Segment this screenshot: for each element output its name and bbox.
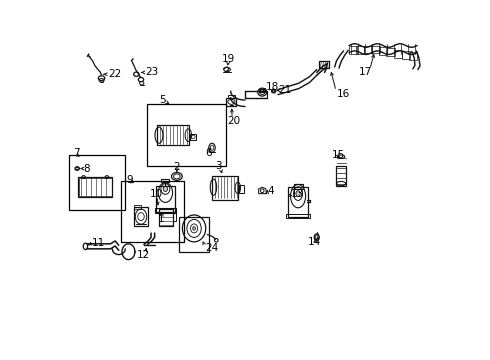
Text: 11: 11: [92, 238, 105, 248]
Text: 23: 23: [146, 67, 159, 77]
Text: 5: 5: [159, 95, 166, 105]
Text: 21: 21: [278, 85, 292, 95]
Text: 10: 10: [149, 189, 163, 199]
Ellipse shape: [163, 186, 168, 192]
Bar: [387, 48, 395, 56]
Text: 16: 16: [337, 89, 350, 99]
Text: 22: 22: [108, 69, 121, 79]
Bar: [379, 47, 387, 55]
Bar: [122, 181, 184, 242]
Bar: [318, 61, 329, 68]
Bar: [409, 52, 417, 60]
Text: 2: 2: [173, 162, 180, 172]
Bar: [159, 209, 173, 226]
Text: 8: 8: [83, 163, 90, 174]
Text: 9: 9: [126, 175, 133, 185]
Bar: [356, 46, 365, 54]
Bar: [394, 50, 402, 58]
Bar: [287, 214, 310, 218]
Bar: [78, 178, 112, 196]
Bar: [78, 177, 112, 197]
Bar: [134, 207, 148, 226]
Bar: [179, 217, 209, 252]
Bar: [364, 45, 372, 53]
Text: 12: 12: [137, 249, 150, 260]
Bar: [212, 176, 238, 199]
Text: 24: 24: [205, 243, 218, 253]
Text: 19: 19: [222, 54, 236, 64]
Text: 6: 6: [205, 148, 212, 158]
Bar: [239, 185, 244, 193]
Ellipse shape: [296, 191, 300, 197]
Text: 13: 13: [291, 189, 304, 199]
Ellipse shape: [272, 90, 275, 92]
Bar: [288, 187, 309, 217]
Text: 15: 15: [332, 150, 345, 160]
Bar: [69, 155, 125, 211]
Bar: [161, 179, 170, 182]
Bar: [294, 184, 302, 189]
Bar: [155, 208, 176, 213]
Text: 17: 17: [359, 67, 372, 77]
Bar: [157, 125, 190, 145]
Bar: [226, 98, 236, 106]
Bar: [402, 51, 410, 59]
Bar: [228, 95, 235, 98]
Text: 18: 18: [266, 82, 279, 93]
Bar: [190, 134, 196, 140]
Bar: [147, 104, 225, 166]
Text: 1: 1: [157, 214, 164, 224]
Text: 4: 4: [267, 186, 274, 196]
Bar: [134, 205, 141, 209]
Bar: [349, 46, 357, 54]
Bar: [155, 186, 175, 212]
Text: 14: 14: [308, 237, 321, 247]
Bar: [259, 89, 266, 92]
Text: 20: 20: [227, 116, 240, 126]
Text: 3: 3: [215, 161, 221, 171]
Text: 7: 7: [73, 148, 79, 158]
Bar: [336, 166, 346, 185]
Bar: [371, 45, 380, 53]
Ellipse shape: [193, 226, 196, 230]
